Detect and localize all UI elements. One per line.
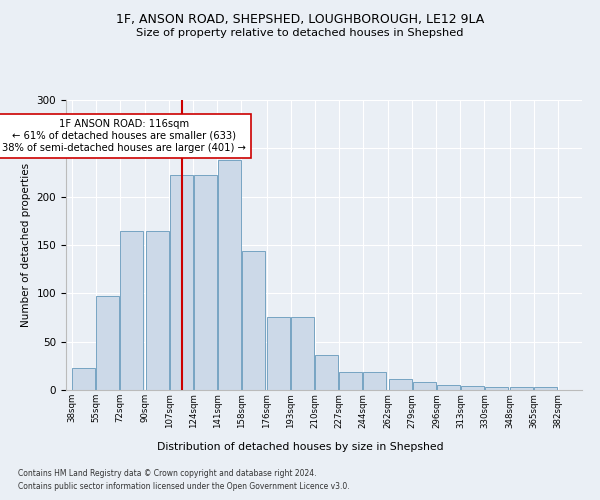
Bar (146, 230, 169, 390)
Bar (242, 251, 265, 390)
Text: Contains HM Land Registry data © Crown copyright and database right 2024.: Contains HM Land Registry data © Crown c… (18, 468, 317, 477)
Text: 1F ANSON ROAD: 116sqm
← 61% of detached houses are smaller (633)
38% of semi-det: 1F ANSON ROAD: 116sqm ← 61% of detached … (2, 120, 246, 152)
Text: Contains public sector information licensed under the Open Government Licence v3: Contains public sector information licen… (18, 482, 350, 491)
Bar (316, 355, 338, 390)
Bar (340, 372, 362, 390)
Bar (292, 316, 314, 390)
Bar (535, 387, 557, 390)
Bar (194, 176, 217, 390)
Bar (364, 372, 386, 390)
Bar (461, 386, 484, 390)
Bar (485, 387, 508, 390)
Bar (413, 382, 436, 390)
Bar (218, 160, 241, 390)
Bar (511, 387, 533, 390)
Text: 1F, ANSON ROAD, SHEPSHED, LOUGHBOROUGH, LE12 9LA: 1F, ANSON ROAD, SHEPSHED, LOUGHBOROUGH, … (116, 12, 484, 26)
Bar (72, 368, 95, 390)
Bar (170, 176, 193, 390)
Bar (389, 380, 412, 390)
Bar (268, 316, 290, 390)
Bar (120, 230, 143, 390)
Text: Size of property relative to detached houses in Shepshed: Size of property relative to detached ho… (136, 28, 464, 38)
Y-axis label: Number of detached properties: Number of detached properties (21, 163, 31, 327)
Bar (437, 385, 460, 390)
Bar (96, 296, 119, 390)
Text: Distribution of detached houses by size in Shepshed: Distribution of detached houses by size … (157, 442, 443, 452)
